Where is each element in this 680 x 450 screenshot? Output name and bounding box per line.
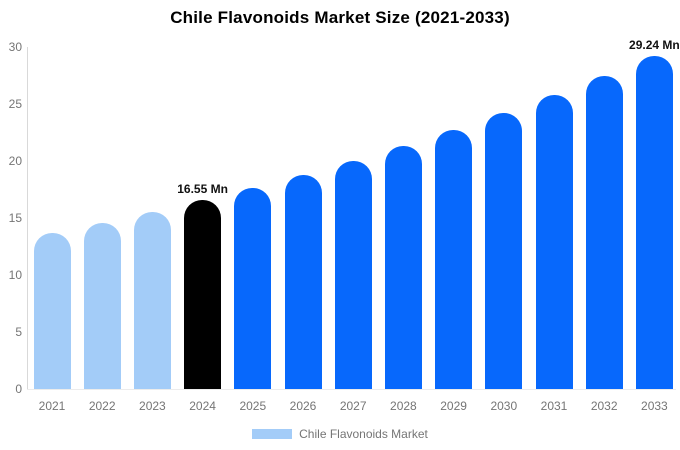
y-tick-label: 25 xyxy=(8,97,22,111)
bar-value-label: 16.55 Mn xyxy=(177,182,228,197)
x-tick-label: 2033 xyxy=(641,399,668,413)
y-tick-label: 10 xyxy=(8,268,22,282)
x-tick-label: 2026 xyxy=(289,399,317,413)
bar-2025[interactable] xyxy=(234,188,272,389)
x-tick-label: 2024 xyxy=(189,399,216,413)
bar-2021[interactable] xyxy=(33,232,71,389)
x-tick-label: 2029 xyxy=(440,399,467,413)
legend-item[interactable]: Chile Flavonoids Market xyxy=(0,427,680,441)
bar-2026[interactable] xyxy=(284,174,322,389)
x-tick-label: 2023 xyxy=(139,399,166,413)
bar-2022[interactable] xyxy=(83,222,121,389)
bar-2027[interactable] xyxy=(334,160,372,389)
x-tick-label: 2032 xyxy=(590,399,618,413)
bar-value-label: 29.24 Mn xyxy=(629,37,680,52)
legend-label: Chile Flavonoids Market xyxy=(299,427,428,441)
x-tick-label: 2022 xyxy=(88,399,116,413)
x-tick-label: 2031 xyxy=(540,399,568,413)
chart-title: Chile Flavonoids Market Size (2021-2033) xyxy=(170,8,510,27)
x-tick-label: 2025 xyxy=(239,399,267,413)
x-tick-label: 2030 xyxy=(490,399,518,413)
bar-2029[interactable] xyxy=(435,130,473,389)
bar-2024[interactable] xyxy=(184,200,222,389)
x-tick-label: 2021 xyxy=(38,399,66,413)
y-tick-label: 0 xyxy=(15,382,22,396)
bar-2030[interactable] xyxy=(485,113,523,389)
x-tick-label: 2027 xyxy=(339,399,367,413)
bar-2023[interactable] xyxy=(133,211,171,389)
bar-2031[interactable] xyxy=(535,95,573,389)
bar-2033[interactable] xyxy=(635,55,673,389)
bar-2028[interactable] xyxy=(384,146,422,389)
x-tick-label: 2028 xyxy=(390,399,417,413)
y-tick-label: 20 xyxy=(8,154,22,168)
y-tick-label: 30 xyxy=(8,40,22,54)
y-tick-label: 15 xyxy=(8,211,22,225)
y-tick-label: 5 xyxy=(15,325,22,339)
y-axis-line xyxy=(27,47,28,389)
x-axis-line xyxy=(27,389,676,390)
bar-2032[interactable] xyxy=(585,76,623,389)
legend-swatch xyxy=(252,429,293,439)
